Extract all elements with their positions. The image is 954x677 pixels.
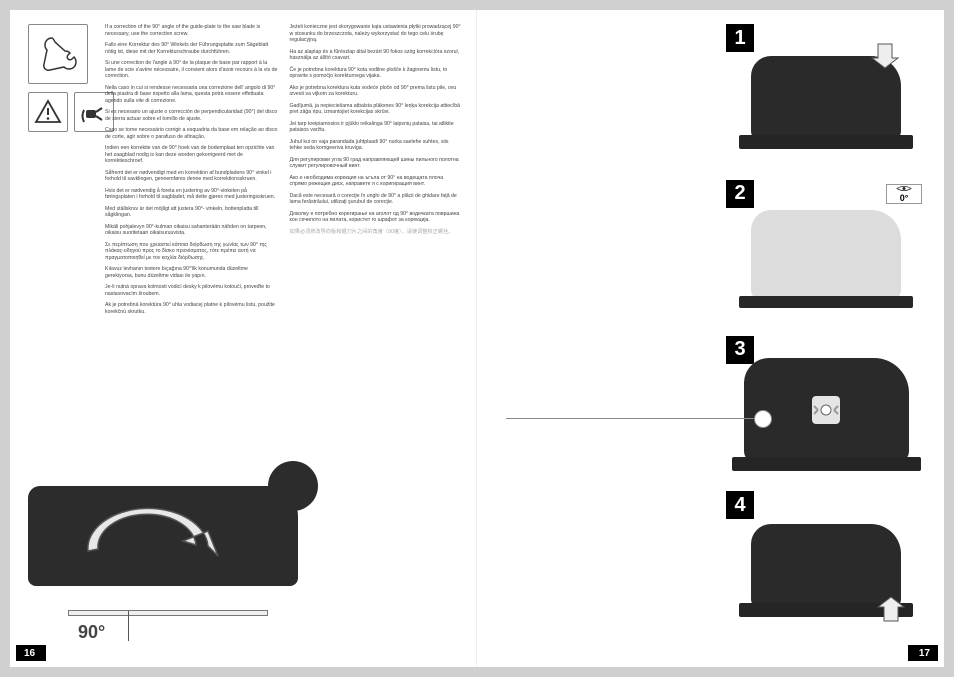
angle-correction-figure: 90° [28, 456, 308, 641]
page-right: 1 2 0° [477, 10, 944, 667]
angle-label: 90° [78, 622, 105, 643]
instruction-paragraph: 如果必须修改导向板和锯刀片之间的角度（90度），请使调整校正螺丝。 [290, 229, 463, 236]
page-spread: If a correction of the 90° angle of the … [10, 10, 944, 667]
page-number-right: 17 [908, 645, 938, 661]
instruction-paragraph: Nella caso in cui si rendesse necessaria… [105, 85, 278, 105]
instruction-paragraph: Ако е необходима корекция на ъгъла от 90… [290, 175, 463, 188]
instruction-paragraph: Σε περίπτωση που χρειαστεί κάποια διόρθω… [105, 242, 278, 262]
page-number-left: 16 [16, 645, 46, 661]
instruction-text: If a correction of the 90° angle of the … [105, 24, 462, 320]
instruction-paragraph: Si es necesario un ajuste o corrección d… [105, 109, 278, 122]
instruction-paragraph: Si une correction de l'angle à 90° de la… [105, 60, 278, 80]
page-left: If a correction of the 90° angle of the … [10, 10, 477, 667]
instruction-paragraph: Kılavuz levhanın testere bıçağına 90°'li… [105, 266, 278, 279]
step-figure [726, 180, 926, 330]
text-column-2: Jeżeli konieczne jest skorygowanie kąta … [290, 24, 463, 320]
instruction-paragraph: Falls eine Korrektur des 90° Winkels der… [105, 42, 278, 55]
saw-light [751, 210, 901, 300]
instruction-paragraph: Ak je potrebná korektúra 90° uhla vodiac… [105, 302, 278, 315]
instruction-paragraph: Для регулировки угла 90 град направляюще… [290, 157, 463, 170]
instruction-paragraph: Med ställskruv är det möjligt att juster… [105, 206, 278, 219]
base-plate [68, 610, 268, 616]
callout-line [506, 418, 766, 419]
down-arrow-icon [870, 40, 900, 70]
step-3: 3 [726, 336, 926, 486]
steps-column: 1 2 0° [726, 24, 926, 641]
instruction-paragraph: Juhul kui on vaja parandada juhtplaadi 9… [290, 139, 463, 152]
step-figure [726, 491, 926, 641]
step-1: 1 [726, 24, 926, 174]
instruction-paragraph: Hvis det er nødvendig å foreta en juster… [105, 188, 278, 201]
step-figure [726, 336, 926, 486]
instruction-paragraph: Доколку е потребно корегирање на аголот … [290, 211, 463, 224]
rotation-arrow-icon [68, 501, 228, 571]
step-figure [726, 24, 926, 174]
unplug-icon [80, 98, 108, 126]
instruction-paragraph: Indien een korrektie van de 90° hoek van… [105, 145, 278, 165]
saw-dark [744, 358, 909, 463]
instruction-paragraph: Je-li nutná oprava kolmosti vodicí desky… [105, 284, 278, 297]
text-column-1: If a correction of the 90° angle of the … [105, 24, 278, 320]
step-2: 2 0° [726, 180, 926, 330]
instruction-paragraph: Jei tarp kreipiamosios ir pjūklo reikali… [290, 121, 463, 134]
up-arrow-icon [876, 595, 906, 625]
warning-icon [34, 98, 62, 126]
angle-perpendicular-line [128, 611, 129, 641]
step-4: 4 [726, 491, 926, 641]
instruction-paragraph: Såfremt det er nødvendigt med en korrekt… [105, 170, 278, 183]
instruction-paragraph: Ha az alaplap és a fűrészlap által bezár… [290, 49, 463, 62]
instruction-paragraph: If a correction of the 90° angle of the … [105, 24, 278, 37]
instruction-paragraph: Dacă este necesară o corecţie în unghi d… [290, 193, 463, 206]
instruction-paragraph: Gadījumā, ja nepieciešama atbalsta plāks… [290, 103, 463, 116]
instruction-paragraph: Ako je potrebna korektura kuta vodeće pl… [290, 85, 463, 98]
adjust-knob [812, 396, 840, 424]
instruction-paragraph: Mikäli pohjalevyn 90°-kulman oikaisu sah… [105, 224, 278, 237]
warning-box [28, 92, 68, 132]
instruction-paragraph: Jeżeli konieczne jest skorygowanie kąta … [290, 24, 463, 44]
wrench-icon [38, 34, 78, 74]
icon-wrench-box [28, 24, 88, 84]
instruction-paragraph: Caso se torne necessário corrigir a esqu… [105, 127, 278, 140]
instruction-paragraph: Če je potrebna korektura 90° kota vodiln… [290, 67, 463, 80]
